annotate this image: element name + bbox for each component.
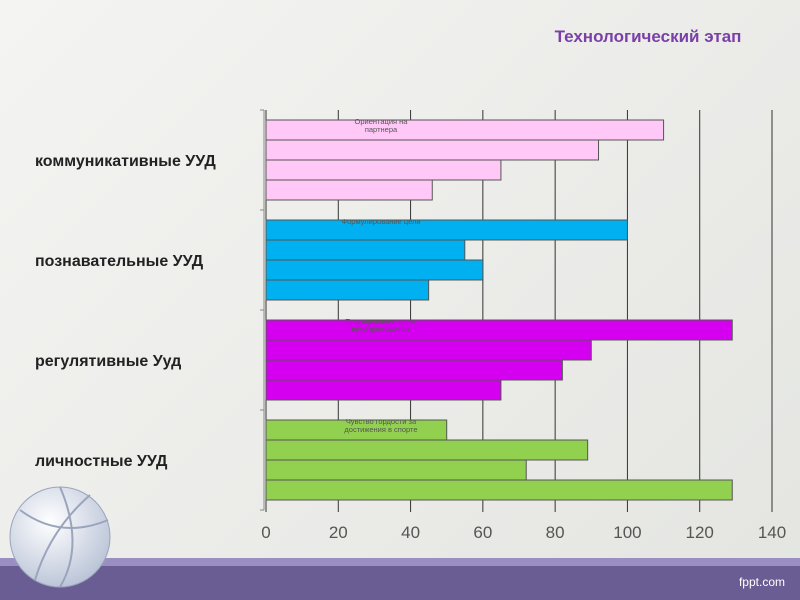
- group-label: коммуникативные УУД: [35, 153, 216, 170]
- bar-annotation: Планирование цели, пути достижения: [344, 317, 418, 334]
- x-tick-label: 80: [546, 523, 565, 542]
- x-tick-label: 20: [329, 523, 348, 542]
- bar: [265, 219, 628, 241]
- bar: [265, 359, 563, 381]
- bar: [265, 159, 502, 181]
- x-tick-label: 0: [261, 523, 270, 542]
- group-label: познавательные УУД: [35, 253, 204, 270]
- footer-stripe: [0, 558, 800, 566]
- plot: 0 20 40 60 80 100 120 140 коммуникативные УУД поз…: [35, 109, 786, 542]
- footer-brand: fppt.com: [739, 575, 785, 589]
- bar: [265, 279, 430, 301]
- x-tick-label: 140: [758, 523, 786, 542]
- x-tick-label: 60: [473, 523, 492, 542]
- bar-annotation: Чувство гордости за достижения в спорте: [344, 417, 418, 434]
- bar-annotation: Ориентация на партнера: [354, 117, 408, 134]
- x-tick-label: 100: [613, 523, 641, 542]
- slide-title: Технологический этап: [555, 27, 742, 46]
- x-tick-label: 40: [401, 523, 420, 542]
- footer-band: [0, 565, 800, 600]
- bar: [265, 459, 527, 481]
- bar: [265, 319, 733, 341]
- bar: [265, 259, 484, 281]
- bar: [265, 479, 733, 501]
- bar: [265, 339, 592, 361]
- bar: [265, 379, 502, 401]
- volleyball: [9, 486, 111, 588]
- bar-annotation: Формулирование цели: [341, 217, 421, 226]
- bar: [265, 139, 600, 161]
- bar: [265, 179, 433, 201]
- group-label: регулятивные Ууд: [35, 353, 181, 370]
- x-tick-label: 120: [686, 523, 714, 542]
- bar: [265, 119, 665, 141]
- group-label: личностные УУД: [35, 453, 168, 470]
- volleyball-seams: [19, 486, 109, 588]
- bar: [265, 439, 589, 461]
- bar: [265, 239, 466, 261]
